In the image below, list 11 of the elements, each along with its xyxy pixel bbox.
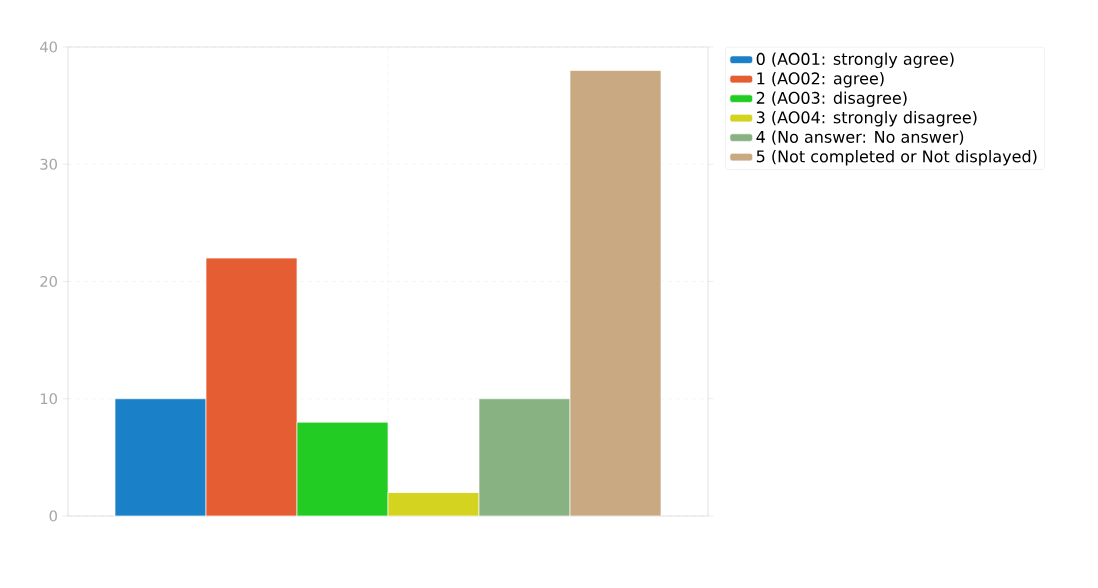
y-tick-label: 20 (40, 275, 57, 288)
y-tick-label: 40 (40, 41, 57, 53)
legend-label: 4 (No answer: No answer) (756, 130, 964, 145)
legend-label: 5 (Not completed or Not displayed) (756, 150, 1037, 166)
y-tick-label: 30 (40, 158, 57, 170)
legend-label: 0 (AO01: strongly agree) (756, 52, 954, 69)
legend-label: 2 (AO03: disagree) (756, 91, 907, 108)
y-tick-label: 0 (49, 510, 57, 522)
legend-label: 3 (AO04: strongly disagree) (756, 111, 977, 127)
legend-label: 1 (AO02: agree) (757, 72, 884, 88)
y-tick-label: 10 (40, 393, 57, 405)
